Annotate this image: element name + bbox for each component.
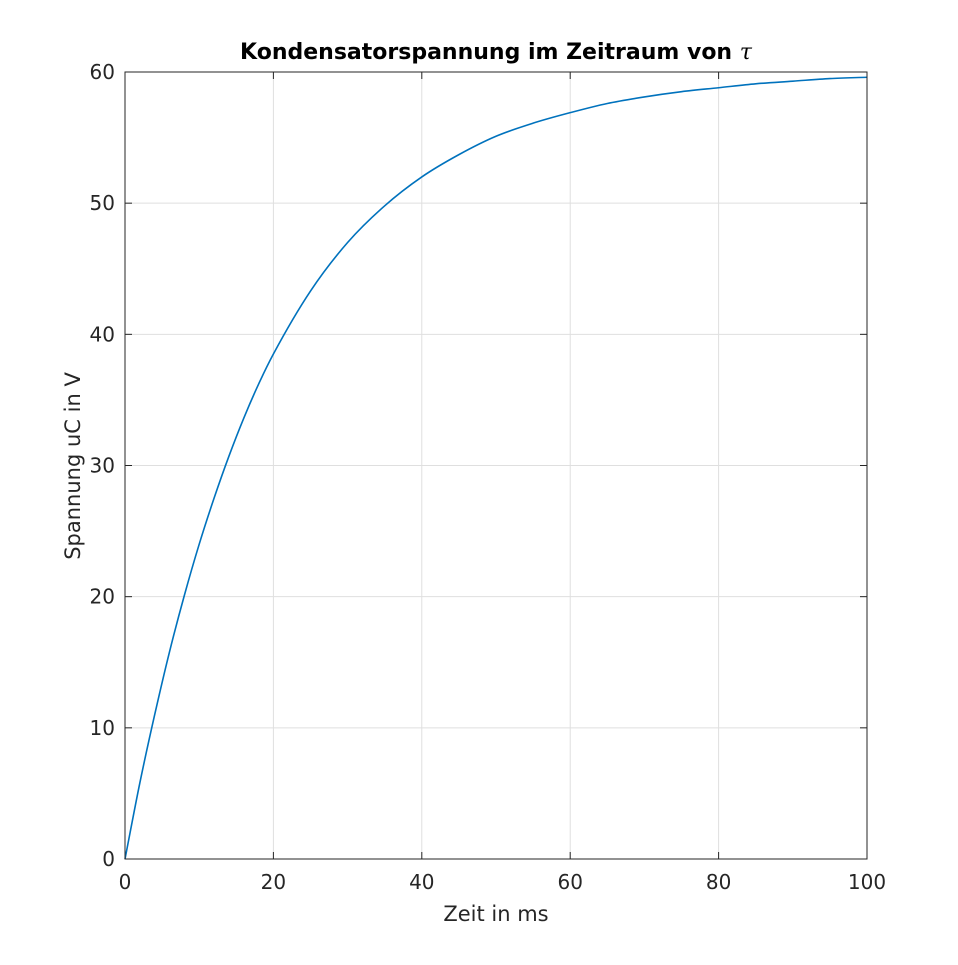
voltage-curve (124, 76, 868, 860)
y-tick-label: 0 (102, 847, 115, 871)
y-tick-label: 50 (90, 191, 115, 215)
x-tick-label: 80 (706, 870, 731, 894)
x-tick-label: 60 (557, 870, 582, 894)
y-tick-label: 20 (90, 585, 115, 609)
chart-title-text: Kondensatorspannung im Zeitraum von (240, 40, 740, 65)
x-tick-label: 20 (261, 870, 286, 894)
y-tick-labels: 0 10 20 30 40 50 60 (90, 60, 115, 871)
x-tick-label: 40 (409, 870, 434, 894)
tau-symbol: τ (740, 40, 753, 65)
y-tick-label: 30 (90, 454, 115, 478)
grid-lines (124, 71, 868, 860)
axes-box (124, 71, 868, 860)
chart-title: Kondensatorspannung im Zeitraum von τ (240, 40, 753, 65)
x-tick-label: 100 (848, 870, 886, 894)
x-tick-labels: 0 20 40 60 80 100 (119, 870, 886, 894)
x-tick-label: 0 (119, 870, 132, 894)
y-tick-label: 10 (90, 716, 115, 740)
y-tick-label: 40 (90, 322, 115, 346)
y-tick-label: 60 (90, 60, 115, 84)
y-axis-label: Spannung uC in V (61, 372, 85, 560)
x-axis-label: Zeit in ms (443, 902, 548, 926)
